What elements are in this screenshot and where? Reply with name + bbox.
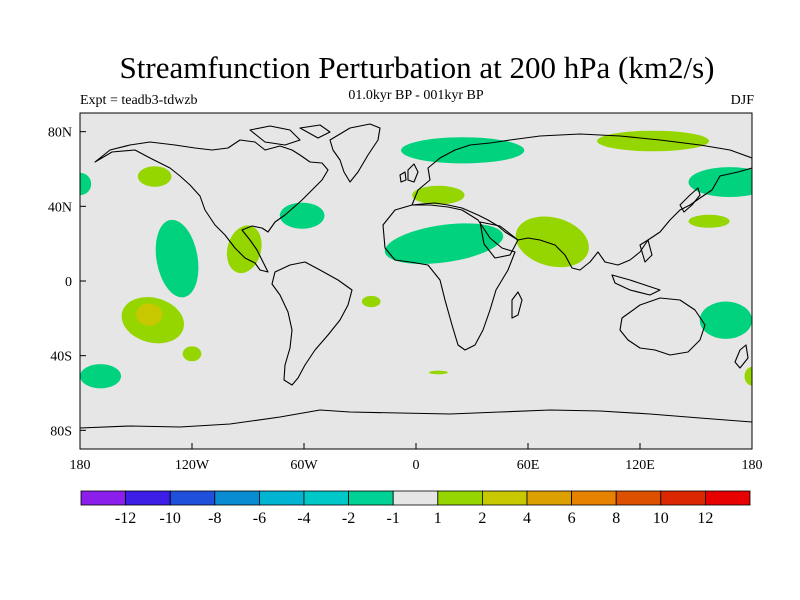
colorbar: -12 -10 -8 -6 -4 -2 -1 1 2 4 6 8 10 12 [80, 490, 751, 527]
colorbar-label: 1 [434, 510, 442, 527]
axis-ticks: 180 120W 60W 0 60E 120E 180 80N 40N 0 40S 80S [48, 126, 763, 473]
lat-tick-label: 80S [50, 424, 72, 439]
colorbar-label: -6 [253, 510, 266, 527]
colorbar-box [571, 490, 617, 506]
lat-tick-label: 80N [48, 126, 72, 141]
lon-tick-label: 180 [70, 458, 91, 473]
colorbar-box [437, 490, 483, 506]
colorbar-box [214, 490, 260, 506]
lon-tick-label: 120W [175, 458, 210, 473]
colorbar-box [705, 490, 751, 506]
colorbar-box [615, 490, 662, 506]
experiment-label: Expt = teadb3-tdwzb [80, 93, 198, 108]
region-n-africa-low [384, 223, 504, 264]
colorbar-box [80, 490, 126, 506]
colorbar-box [169, 490, 216, 506]
colorbar-label: 10 [653, 510, 669, 527]
colorbar-label: 12 [697, 510, 713, 527]
lon-tick-label: 60E [517, 458, 540, 473]
chart-title: Streamfunction Perturbation at 200 hPa (… [119, 50, 715, 85]
colorbar-label: 8 [612, 510, 620, 527]
region-dateline-east-high [744, 366, 752, 386]
region-india-high [515, 216, 589, 268]
region-kamchatka-low [688, 167, 752, 197]
region-e-pacific-low [155, 219, 199, 298]
region-nw-pacific-high [688, 214, 730, 228]
region-n-atlantic-scandinavia-low [401, 137, 525, 164]
colorbar-box [660, 490, 706, 506]
colorbar-box [392, 490, 439, 506]
lon-tick-label: 180 [742, 458, 763, 473]
region-w-atlantic-low [279, 202, 325, 229]
region-arctic-siberia-high [597, 130, 710, 152]
colorbar-label: 2 [478, 510, 486, 527]
region-caribbean-high [226, 225, 262, 274]
region-tasman-low [699, 301, 752, 339]
contour-regions [80, 130, 752, 389]
colorbar-box [125, 490, 171, 506]
colorbar-label: 4 [523, 510, 531, 527]
region-europe-high [412, 185, 465, 205]
lon-tick-label: 0 [413, 458, 420, 473]
colorbar-box [258, 490, 305, 506]
region-s-africa-high [429, 370, 448, 375]
region-s-pacific-high-core [136, 303, 163, 326]
colorbar-box [526, 490, 572, 506]
colorbar-box [481, 490, 528, 506]
region-dateline-low [80, 172, 92, 196]
region-se-pacific-low [80, 364, 122, 389]
coastlines [80, 123, 752, 429]
colorbar-label: -4 [297, 510, 310, 527]
region-s-pacific-small-high [182, 346, 202, 362]
time-period-label: 01.0kyr BP - 001kyr BP [348, 88, 484, 103]
lat-tick-label: 40N [48, 200, 72, 215]
lon-tick-label: 120E [625, 458, 655, 473]
colorbar-label: -12 [115, 510, 136, 527]
colorbar-label: 6 [568, 510, 576, 527]
colorbar-label: -8 [208, 510, 221, 527]
region-s-atlantic-small-high [361, 295, 381, 308]
colorbar-label: -2 [342, 510, 355, 527]
colorbar-label: -10 [160, 510, 181, 527]
season-label: DJF [730, 93, 754, 108]
colorbar-box [303, 490, 349, 506]
colorbar-box [348, 490, 394, 506]
lat-tick-label: 0 [65, 275, 72, 290]
region-alaska-high [137, 166, 172, 187]
lon-tick-label: 60W [290, 458, 318, 473]
colorbar-label: -1 [387, 510, 400, 527]
lat-tick-label: 40S [50, 350, 72, 365]
